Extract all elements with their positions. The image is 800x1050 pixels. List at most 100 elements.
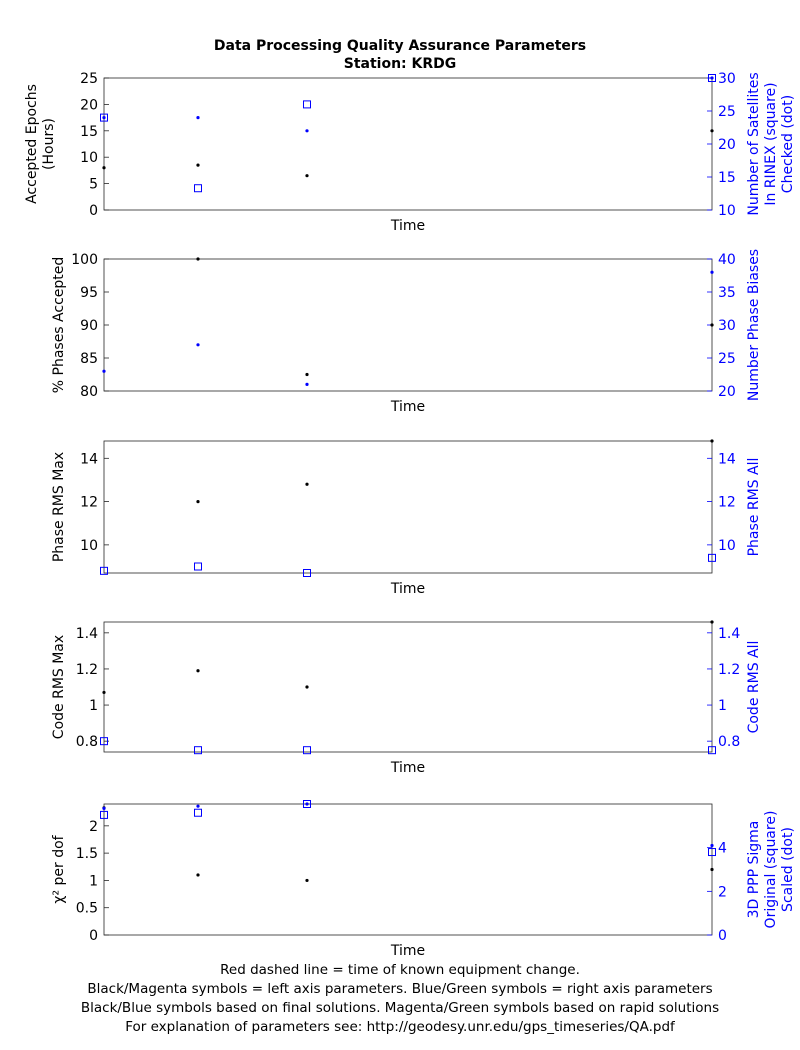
data-point-dot: [710, 867, 714, 872]
data-point-square: [303, 100, 311, 109]
right-tick-label: 4: [718, 841, 727, 857]
right-tick-label: 14: [718, 451, 736, 467]
right-tick-label: 20: [718, 137, 736, 153]
right-axis-label: Original (square): [763, 811, 779, 929]
data-point-dot: [710, 439, 714, 443]
data-point-square: [100, 566, 108, 575]
left-tick-label: 80: [80, 384, 98, 400]
right-tick-label: 2: [718, 884, 727, 900]
left-tick-label: 0.8: [76, 734, 98, 750]
data-point-square: [708, 746, 716, 755]
right-axis-label: Code RMS All: [746, 641, 762, 734]
data-point-dot: [710, 843, 714, 848]
right-tick-label: 12: [718, 495, 736, 511]
left-axis-label: χ² per dof: [51, 834, 67, 903]
left-tick-label: 2: [89, 819, 98, 835]
data-point-dot: [305, 372, 309, 377]
data-point-dot: [102, 166, 106, 170]
data-point-dot: [196, 343, 200, 347]
left-tick-label: 1: [89, 698, 98, 714]
data-point-dot: [196, 257, 200, 261]
data-point-dot: [196, 804, 200, 808]
left-tick-label: 12: [80, 495, 98, 511]
right-tick-label: 30: [718, 318, 736, 334]
right-tick-label: 1.2: [718, 662, 740, 678]
left-axis-label: Code RMS Max: [51, 635, 67, 739]
x-axis-label: Time: [390, 218, 425, 234]
left-tick-label: 0.5: [76, 901, 98, 917]
right-tick-label: 1: [718, 698, 727, 714]
data-point-dot: [196, 873, 200, 877]
data-point-dot: [710, 129, 714, 133]
data-point-dot: [305, 174, 309, 178]
left-axis-label: Accepted Epochs: [24, 84, 40, 204]
data-point-square: [100, 113, 108, 122]
data-point-dot: [305, 382, 309, 386]
data-point-square: [194, 746, 202, 755]
right-tick-label: 30: [718, 71, 736, 87]
data-point-dot: [710, 620, 714, 624]
right-tick-label: 20: [718, 384, 736, 400]
right-tick-label: 15: [718, 170, 736, 186]
x-axis-label: Time: [390, 943, 425, 959]
right-tick-label: 40: [718, 252, 736, 268]
left-tick-label: 100: [71, 252, 98, 268]
left-tick-label: 0: [89, 203, 98, 219]
data-point-dot: [102, 690, 106, 695]
left-tick-label: 95: [80, 285, 98, 301]
x-axis-label: Time: [390, 760, 425, 776]
data-point-dot: [102, 116, 106, 120]
data-point-dot: [305, 685, 309, 689]
data-point-dot: [196, 669, 200, 673]
data-point-square: [303, 569, 311, 577]
data-point-dot: [102, 369, 106, 373]
right-axis-label: Checked (dot): [780, 95, 796, 193]
left-tick-label: 1.4: [76, 626, 98, 642]
data-point-dot: [196, 499, 200, 504]
plot-frame: [103, 440, 713, 574]
right-axis-label: In RINEX (square): [763, 82, 779, 205]
right-tick-label: 10: [718, 203, 736, 219]
left-tick-label: 10: [80, 150, 98, 166]
x-axis-label: Time: [390, 581, 425, 597]
left-axis-label: (Hours): [41, 118, 57, 170]
left-tick-label: 1: [89, 873, 98, 889]
chart-subtitle: Station: KRDG: [343, 56, 457, 72]
right-axis-label: Scaled (dot): [780, 827, 796, 912]
footer-line-2: Black/Magenta symbols = left axis parame…: [87, 981, 713, 997]
right-axis-label: Number of Satellites: [746, 72, 762, 215]
chart-title: Data Processing Quality Assurance Parame…: [213, 38, 587, 54]
left-tick-label: 20: [80, 97, 98, 113]
data-point-square: [303, 746, 311, 755]
left-tick-label: 15: [80, 124, 98, 140]
right-axis-label: Phase RMS All: [746, 458, 762, 557]
data-point-square: [100, 810, 108, 819]
left-tick-label: 10: [80, 538, 98, 554]
data-point-square: [708, 74, 716, 82]
data-point-square: [194, 562, 202, 571]
data-point-square: [708, 553, 716, 562]
right-tick-label: 0: [718, 928, 727, 944]
data-point-square: [708, 848, 716, 857]
right-tick-label: 25: [718, 104, 736, 120]
data-point-square: [100, 737, 108, 746]
left-tick-label: 1.2: [76, 662, 98, 678]
footer-line-1: Red dashed line = time of known equipmen…: [220, 962, 580, 978]
left-axis-label: Phase RMS Max: [51, 452, 67, 562]
plot-frame: [103, 258, 713, 392]
right-axis-label: 3D PPP Sigma: [746, 821, 762, 919]
x-axis-label: Time: [390, 399, 425, 415]
plot-frame: [103, 803, 713, 936]
plot-frame: [103, 621, 713, 753]
data-point-dot: [305, 878, 309, 883]
plot-frame: [103, 77, 713, 211]
left-tick-label: 14: [80, 451, 98, 467]
footer-line-4: For explanation of parameters see: http:…: [125, 1019, 675, 1035]
right-tick-label: 0.8: [718, 734, 740, 750]
data-point-square: [194, 184, 202, 193]
data-point-dot: [710, 270, 714, 274]
left-tick-label: 90: [80, 318, 98, 334]
data-point-dot: [710, 323, 714, 327]
